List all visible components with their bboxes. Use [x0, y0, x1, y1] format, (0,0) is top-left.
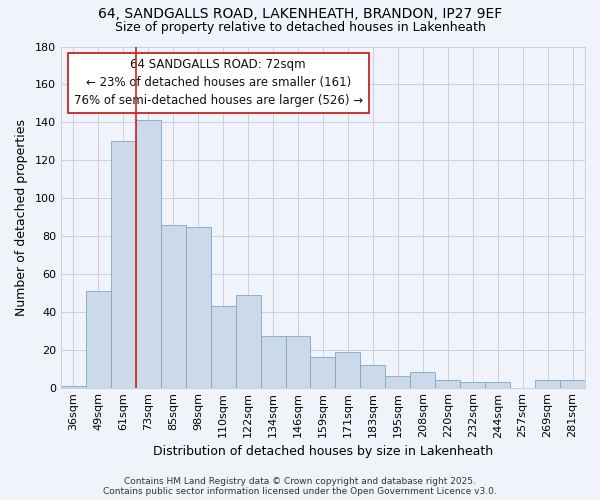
Bar: [410, 372, 435, 388]
Bar: [260, 336, 286, 388]
Bar: [310, 358, 335, 388]
Bar: [136, 120, 161, 388]
Bar: [335, 352, 361, 388]
Bar: [385, 376, 410, 388]
Bar: [535, 380, 560, 388]
Bar: [86, 291, 111, 388]
Text: 64, SANDGALLS ROAD, LAKENHEATH, BRANDON, IP27 9EF: 64, SANDGALLS ROAD, LAKENHEATH, BRANDON,…: [98, 8, 502, 22]
Bar: [61, 386, 86, 388]
X-axis label: Distribution of detached houses by size in Lakenheath: Distribution of detached houses by size …: [153, 444, 493, 458]
Bar: [361, 365, 385, 388]
Bar: [435, 380, 460, 388]
Y-axis label: Number of detached properties: Number of detached properties: [15, 118, 28, 316]
Text: Contains HM Land Registry data © Crown copyright and database right 2025.
Contai: Contains HM Land Registry data © Crown c…: [103, 476, 497, 496]
Bar: [161, 224, 186, 388]
Text: 64 SANDGALLS ROAD: 72sqm
← 23% of detached houses are smaller (161)
76% of semi-: 64 SANDGALLS ROAD: 72sqm ← 23% of detach…: [74, 58, 363, 108]
Text: Size of property relative to detached houses in Lakenheath: Size of property relative to detached ho…: [115, 21, 485, 34]
Bar: [485, 382, 510, 388]
Bar: [286, 336, 310, 388]
Bar: [111, 141, 136, 388]
Bar: [460, 382, 485, 388]
Bar: [211, 306, 236, 388]
Bar: [560, 380, 585, 388]
Bar: [236, 294, 260, 388]
Bar: [186, 226, 211, 388]
